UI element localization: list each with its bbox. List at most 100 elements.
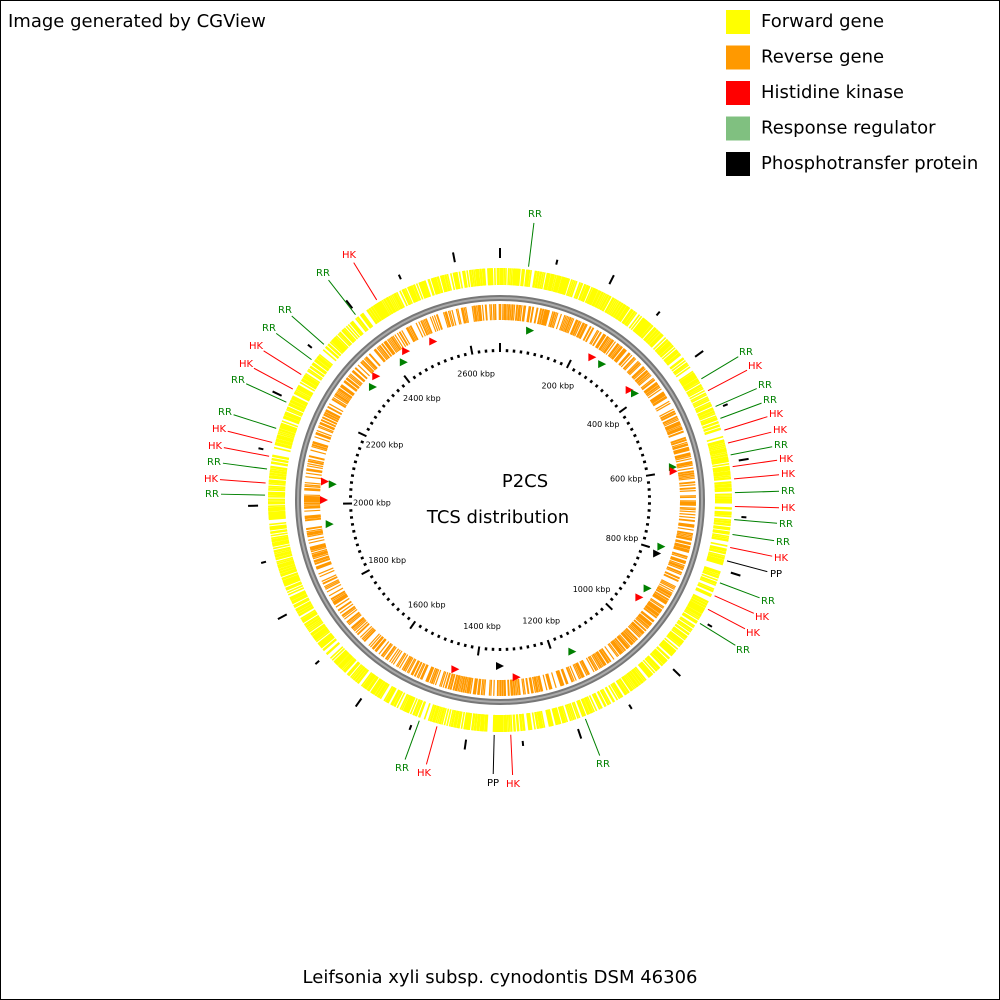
forward-gene bbox=[280, 422, 298, 430]
reverse-gene bbox=[556, 670, 564, 686]
feature-label: RR bbox=[758, 380, 772, 391]
reverse-gene bbox=[595, 652, 605, 667]
reverse-gene bbox=[666, 425, 682, 433]
forward-gene bbox=[713, 473, 731, 477]
forward-gene bbox=[297, 604, 313, 615]
forward-gene bbox=[638, 663, 651, 678]
ruler-tick bbox=[360, 556, 365, 560]
reverse-gene bbox=[334, 393, 349, 404]
reverse-gene bbox=[321, 574, 337, 582]
forward-gene bbox=[404, 695, 413, 712]
reverse-gene bbox=[641, 378, 655, 390]
forward-gene bbox=[601, 295, 611, 312]
forward-gene bbox=[406, 696, 415, 714]
forward-gene bbox=[535, 271, 540, 289]
forward-gene bbox=[331, 647, 346, 661]
reverse-gene bbox=[588, 656, 598, 671]
forward-gene bbox=[414, 699, 423, 717]
forward-gene bbox=[557, 276, 564, 294]
reverse-gene bbox=[477, 678, 481, 695]
forward-gene bbox=[268, 487, 286, 490]
outer-tick bbox=[277, 613, 288, 620]
reverse-gene bbox=[511, 304, 514, 321]
reverse-gene bbox=[455, 308, 461, 325]
forward-gene bbox=[520, 269, 524, 287]
legend-swatch bbox=[726, 116, 750, 141]
feature-marker bbox=[325, 520, 334, 529]
reverse-gene bbox=[509, 304, 512, 321]
forward-gene bbox=[709, 449, 727, 455]
legend-label: Forward gene bbox=[761, 11, 884, 32]
forward-gene bbox=[714, 507, 732, 510]
reverse-gene bbox=[672, 443, 689, 450]
ruler-tick bbox=[424, 368, 429, 372]
reverse-gene bbox=[510, 304, 514, 321]
reverse-gene bbox=[429, 667, 437, 684]
forward-gene bbox=[301, 610, 317, 621]
forward-gene bbox=[276, 436, 294, 443]
forward-gene bbox=[318, 353, 334, 366]
forward-gene bbox=[373, 679, 384, 696]
feature-label: RR bbox=[528, 209, 542, 220]
reverse-gene bbox=[426, 666, 434, 683]
reverse-gene bbox=[677, 467, 694, 472]
forward-gene bbox=[278, 428, 296, 436]
reverse-gene bbox=[306, 529, 323, 534]
ruler-tick bbox=[539, 354, 544, 359]
forward-gene bbox=[334, 336, 348, 350]
forward-gene bbox=[377, 301, 389, 318]
reverse-gene bbox=[328, 587, 344, 597]
reverse-gene bbox=[637, 373, 651, 385]
forward-gene bbox=[667, 633, 682, 646]
forward-gene bbox=[268, 509, 286, 512]
reverse-gene bbox=[362, 628, 375, 641]
reverse-gene bbox=[316, 562, 332, 570]
forward-gene bbox=[364, 674, 376, 690]
forward-gene bbox=[334, 650, 348, 664]
reverse-gene bbox=[332, 593, 348, 604]
reverse-gene bbox=[546, 673, 552, 690]
forward-gene bbox=[709, 445, 726, 452]
reverse-gene bbox=[444, 672, 451, 689]
forward-gene bbox=[559, 277, 567, 294]
reverse-gene bbox=[456, 675, 461, 692]
reverse-gene bbox=[338, 601, 352, 612]
forward-gene bbox=[329, 341, 344, 355]
forward-gene bbox=[553, 275, 560, 293]
ruler-tick bbox=[403, 375, 411, 384]
reverse-gene bbox=[304, 514, 321, 517]
forward-gene bbox=[555, 707, 562, 725]
legend-label: Reverse gene bbox=[761, 47, 884, 68]
forward-gene bbox=[703, 566, 721, 574]
reverse-gene bbox=[312, 440, 329, 447]
ruler-tick bbox=[622, 580, 627, 585]
forward-gene bbox=[449, 273, 456, 291]
forward-gene bbox=[681, 613, 698, 624]
forward-gene bbox=[674, 364, 690, 376]
reverse-gene bbox=[328, 403, 344, 413]
forward-gene bbox=[444, 274, 451, 292]
feature-label: HK bbox=[781, 503, 796, 514]
forward-gene bbox=[681, 375, 697, 386]
forward-gene bbox=[317, 355, 333, 368]
forward-gene bbox=[538, 711, 543, 729]
ruler-tick bbox=[355, 453, 360, 457]
reverse-gene bbox=[399, 654, 409, 669]
reverse-gene bbox=[365, 356, 378, 370]
forward-gene bbox=[268, 507, 286, 510]
reverse-gene bbox=[579, 324, 588, 340]
forward-gene bbox=[427, 704, 435, 721]
reverse-gene bbox=[671, 552, 688, 558]
forward-gene bbox=[656, 646, 671, 659]
reverse-gene bbox=[517, 304, 521, 321]
forward-gene bbox=[537, 711, 542, 729]
forward-gene bbox=[658, 643, 673, 657]
reverse-gene bbox=[316, 563, 332, 570]
forward-gene bbox=[697, 584, 714, 593]
reverse-gene bbox=[324, 412, 340, 421]
reverse-gene bbox=[304, 516, 321, 520]
forward-gene bbox=[683, 610, 700, 621]
forward-gene bbox=[659, 344, 674, 358]
forward-gene bbox=[706, 556, 724, 563]
reverse-gene bbox=[323, 414, 339, 423]
